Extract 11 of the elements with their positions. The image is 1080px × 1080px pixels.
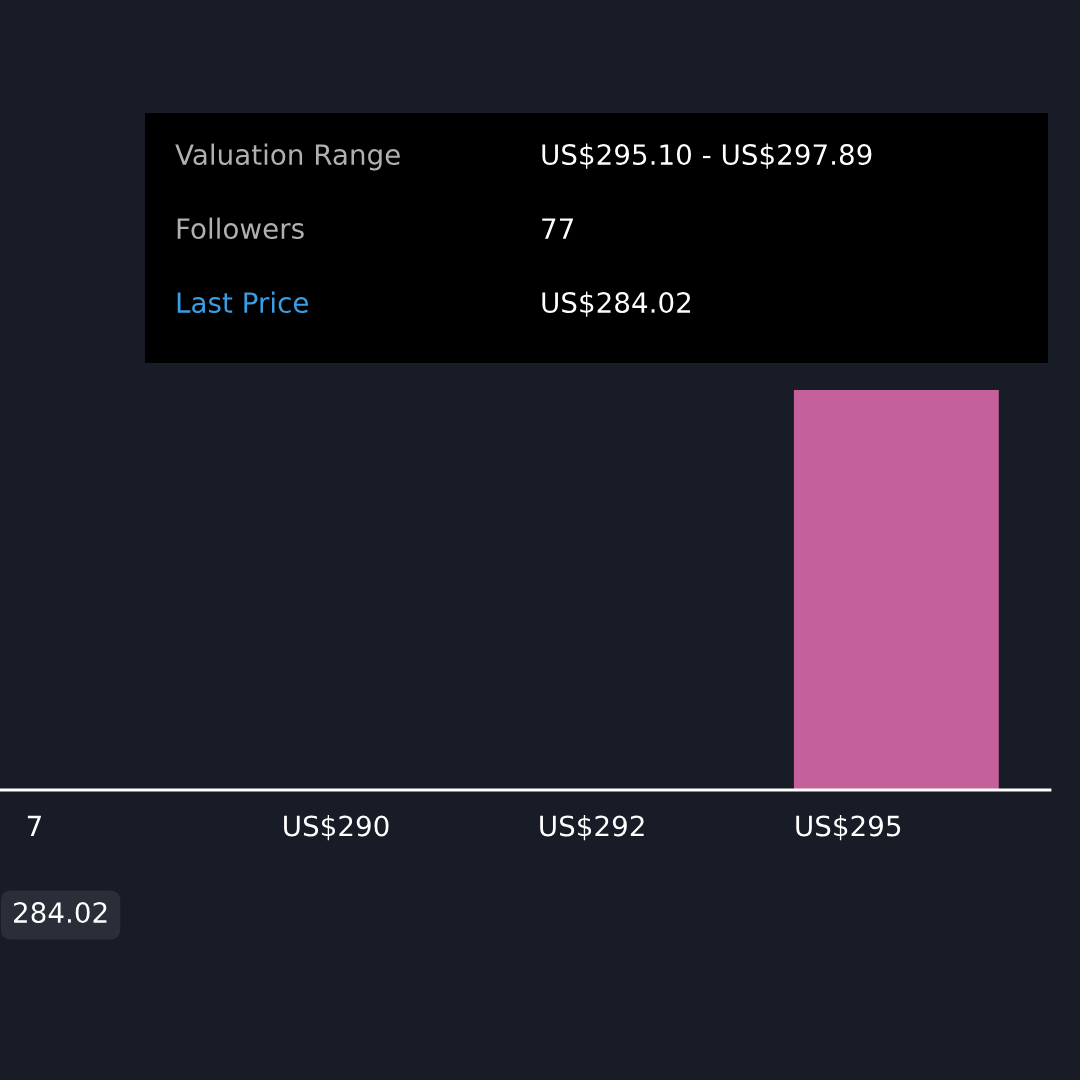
x-tick-label: US$292 (540, 815, 644, 841)
x-tick-label: US$290 (284, 815, 389, 841)
x-tick-label: US$295 (796, 815, 901, 841)
text: US$284.02 (542, 291, 691, 317)
text: Last Price (177, 291, 308, 314)
text: 284.02 (14, 902, 107, 924)
text: 77 (542, 218, 573, 239)
text: Valuation Range (175, 143, 400, 171)
text: Followers (177, 217, 304, 240)
x-tick-label: 7 (27, 815, 41, 837)
text: US$295.10 - US$297.89 (542, 143, 872, 169)
